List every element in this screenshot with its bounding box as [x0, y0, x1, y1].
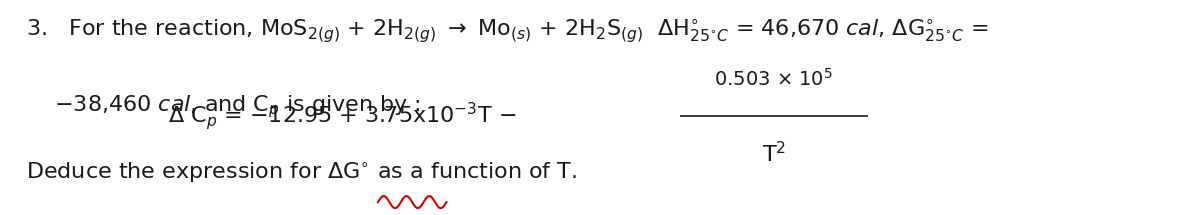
Text: Deduce the expression for $\Delta$G$^{\circ}$ as a function of T.: Deduce the expression for $\Delta$G$^{\c…	[26, 160, 577, 185]
Text: 3.   For the reaction, MoS$_{2(g)}$ + 2H$_{2(g)}$ $\rightarrow$ Mo$_{(s)}$ + 2H$: 3. For the reaction, MoS$_{2(g)}$ + 2H$_…	[26, 17, 989, 45]
Text: $-$38,460 $\it{cal}$, and C$_p$ is given by :: $-$38,460 $\it{cal}$, and C$_p$ is given…	[26, 94, 421, 120]
Text: $\Delta$ C$_p$ = $-$12.95 + 3.75x10$^{-3}$T $-$: $\Delta$ C$_p$ = $-$12.95 + 3.75x10$^{-3…	[168, 100, 516, 132]
Text: 0.503 $\times$ 10$^5$: 0.503 $\times$ 10$^5$	[714, 68, 834, 89]
Text: T$^2$: T$^2$	[762, 141, 786, 166]
